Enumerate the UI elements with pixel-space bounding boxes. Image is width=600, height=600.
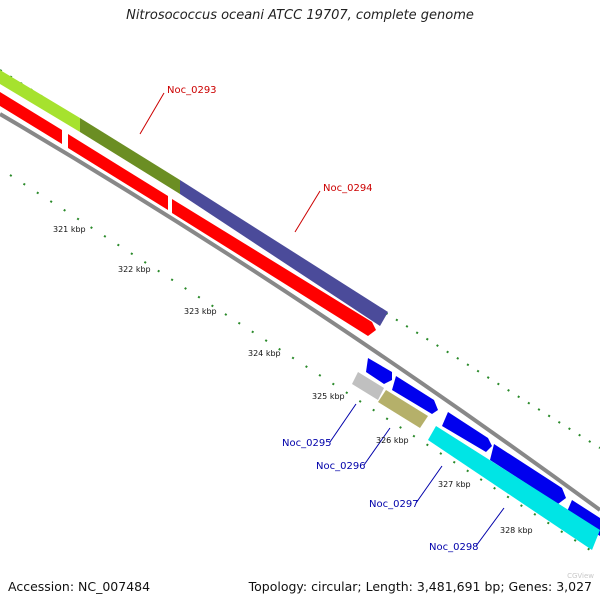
- label-leaders: [139, 92, 505, 547]
- gene-label[interactable]: Noc_0294: [323, 183, 373, 194]
- blue-cds-arrow[interactable]: [442, 412, 492, 452]
- map-title: Nitrosococcus oceani ATCC 19707, complet…: [126, 8, 474, 23]
- tick-label: 321 kbp: [53, 225, 86, 234]
- forward-feature-track: [0, 70, 388, 326]
- forward-cds-track: [366, 358, 600, 536]
- watermark: CGView: [567, 572, 594, 580]
- genome-stats-label: Topology: circular; Length: 3,481,691 bp…: [248, 579, 592, 594]
- accession-label: Accession: NC_007484: [8, 579, 151, 594]
- khaki-feature[interactable]: [378, 390, 428, 428]
- blue-cds-arrow[interactable]: [490, 444, 566, 504]
- blue-cds-arrow[interactable]: [366, 358, 392, 384]
- blue-cds-arrow[interactable]: [392, 376, 438, 414]
- genome-backbone: [0, 112, 600, 512]
- lime-feature[interactable]: [0, 70, 80, 132]
- inner-tick-ring: [9, 174, 591, 551]
- lower-feature-track: [352, 372, 600, 550]
- tick-label: 324 kbp: [248, 349, 281, 358]
- gray-feature[interactable]: [352, 372, 384, 400]
- slate-feature[interactable]: [180, 180, 388, 326]
- gene-labels: Noc_0293 Noc_0294 Noc_0295 Noc_0296 Noc_…: [167, 85, 479, 553]
- tick-labels: 321 kbp 322 kbp 323 kbp 324 kbp 325 kbp …: [53, 225, 533, 535]
- tick-label: 327 kbp: [438, 480, 471, 489]
- red-cds-arrow[interactable]: [172, 199, 376, 336]
- tick-label: 322 kbp: [118, 265, 151, 274]
- red-cds-arrow[interactable]: [68, 134, 168, 210]
- olive-feature[interactable]: [80, 118, 180, 194]
- tick-label: 326 kbp: [376, 436, 409, 445]
- gene-label[interactable]: Noc_0293: [167, 85, 217, 96]
- gene-label[interactable]: Noc_0296: [316, 461, 366, 472]
- cyan-feature[interactable]: [428, 426, 600, 550]
- tick-label: 323 kbp: [184, 307, 217, 316]
- tick-label: 328 kbp: [500, 526, 533, 535]
- red-cds-arrow[interactable]: [0, 92, 62, 144]
- tick-label: 325 kbp: [312, 392, 345, 401]
- gene-label[interactable]: Noc_0298: [429, 542, 479, 553]
- gene-label[interactable]: Noc_0297: [369, 499, 419, 510]
- reverse-cds-track: [0, 92, 376, 336]
- gene-label[interactable]: Noc_0295: [282, 438, 332, 449]
